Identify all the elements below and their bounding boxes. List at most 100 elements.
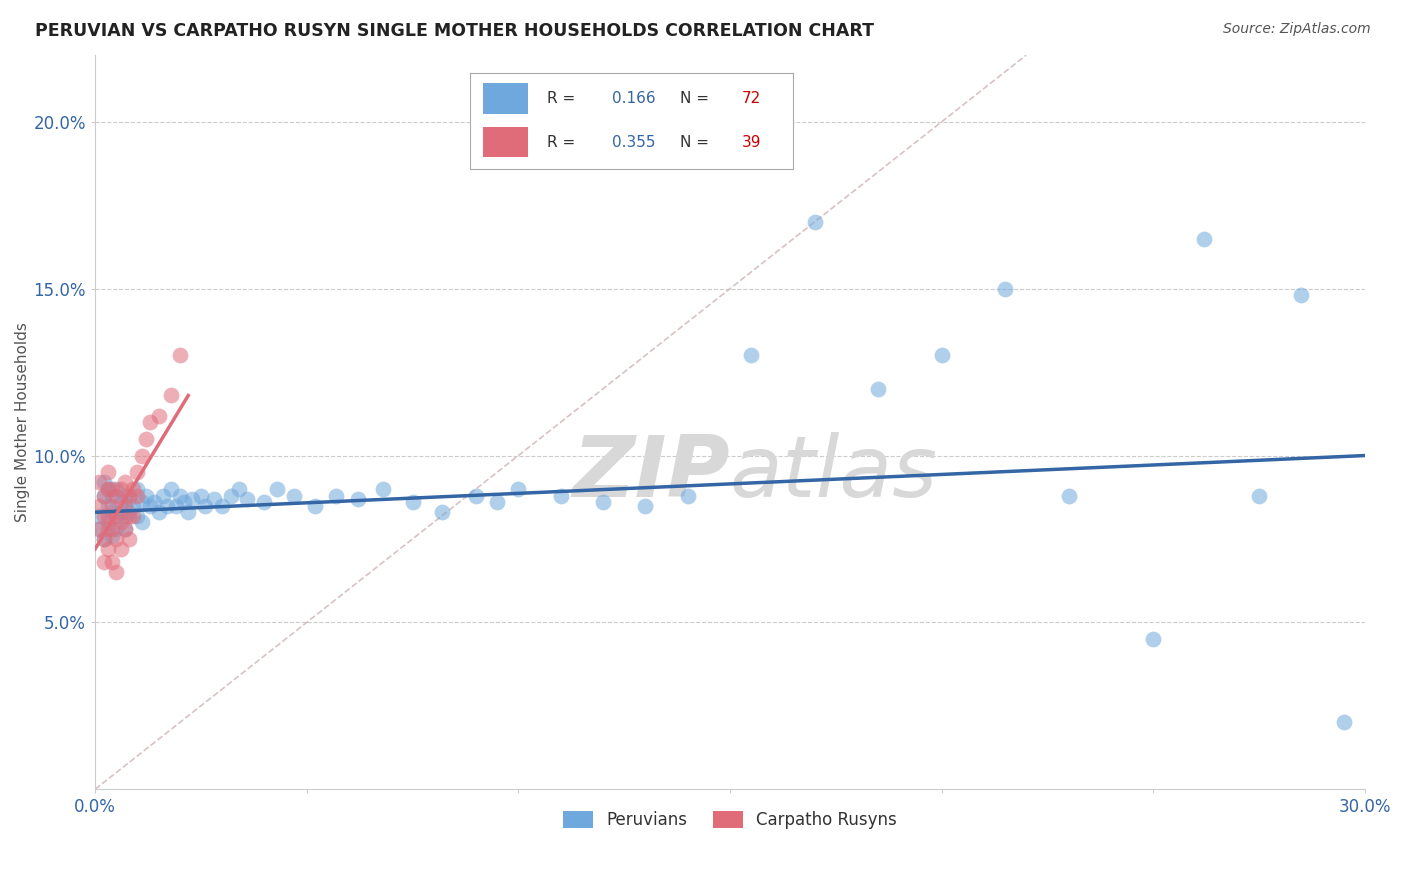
Point: [173, 495, 195, 509]
Point: [371, 482, 394, 496]
Point: [1247, 489, 1270, 503]
Point: [592, 495, 614, 509]
Point: [101, 482, 124, 496]
Point: [228, 482, 250, 496]
Text: ZIP: ZIP: [572, 432, 730, 515]
Point: [93, 532, 115, 546]
Text: Source: ZipAtlas.com: Source: ZipAtlas.com: [1223, 22, 1371, 37]
Point: [304, 499, 326, 513]
Point: [211, 499, 233, 513]
Point: [152, 489, 174, 503]
Point: [190, 489, 212, 503]
Point: [122, 482, 145, 496]
Point: [465, 489, 488, 503]
Point: [114, 499, 136, 513]
Point: [118, 505, 141, 519]
Point: [89, 508, 111, 523]
Point: [122, 499, 145, 513]
Point: [127, 508, 149, 523]
Point: [118, 532, 141, 546]
Point: [97, 499, 120, 513]
Legend: Peruvians, Carpatho Rusyns: Peruvians, Carpatho Rusyns: [557, 805, 903, 836]
Point: [89, 475, 111, 490]
Text: PERUVIAN VS CARPATHO RUSYN SINGLE MOTHER HOUSEHOLDS CORRELATION CHART: PERUVIAN VS CARPATHO RUSYN SINGLE MOTHER…: [35, 22, 875, 40]
Point: [127, 482, 149, 496]
Point: [401, 495, 423, 509]
Point: [105, 566, 128, 580]
Point: [89, 499, 111, 513]
Point: [101, 489, 124, 503]
Point: [105, 522, 128, 536]
Point: [118, 489, 141, 503]
Point: [156, 499, 179, 513]
Point: [169, 348, 191, 362]
Point: [97, 482, 120, 496]
Point: [253, 495, 276, 509]
Point: [148, 409, 170, 423]
Point: [93, 489, 115, 503]
Point: [93, 475, 115, 490]
Point: [236, 491, 259, 506]
Point: [93, 532, 115, 546]
Point: [676, 489, 699, 503]
Point: [101, 499, 124, 513]
Point: [868, 382, 890, 396]
Point: [101, 505, 124, 519]
Point: [97, 508, 120, 523]
Point: [89, 522, 111, 536]
Point: [93, 555, 115, 569]
Point: [803, 215, 825, 229]
Point: [89, 522, 111, 536]
Point: [114, 522, 136, 536]
Point: [931, 348, 953, 362]
Point: [1142, 632, 1164, 646]
Point: [139, 499, 162, 513]
Point: [105, 482, 128, 496]
Point: [110, 505, 132, 519]
Point: [114, 475, 136, 490]
Point: [994, 282, 1017, 296]
Point: [1291, 288, 1313, 302]
Point: [101, 555, 124, 569]
Point: [1333, 715, 1355, 730]
Point: [325, 489, 347, 503]
Point: [202, 491, 225, 506]
Point: [1192, 232, 1215, 246]
Point: [143, 495, 166, 509]
Point: [219, 489, 242, 503]
Point: [165, 499, 187, 513]
Point: [101, 522, 124, 536]
Point: [634, 499, 657, 513]
Point: [266, 482, 288, 496]
Point: [135, 489, 157, 503]
Point: [131, 516, 153, 530]
Point: [110, 516, 132, 530]
Point: [346, 491, 368, 506]
Y-axis label: Single Mother Households: Single Mother Households: [15, 322, 30, 522]
Point: [131, 495, 153, 509]
Point: [550, 489, 572, 503]
Point: [93, 489, 115, 503]
Point: [194, 499, 217, 513]
Point: [118, 491, 141, 506]
Point: [131, 449, 153, 463]
Point: [110, 495, 132, 509]
Point: [114, 522, 136, 536]
Point: [127, 489, 149, 503]
Point: [110, 541, 132, 556]
Point: [97, 522, 120, 536]
Point: [127, 465, 149, 479]
Point: [430, 505, 453, 519]
Point: [105, 508, 128, 523]
Point: [283, 489, 305, 503]
Point: [105, 508, 128, 523]
Point: [114, 508, 136, 523]
Point: [135, 432, 157, 446]
Point: [177, 505, 200, 519]
Point: [97, 465, 120, 479]
Point: [181, 491, 204, 506]
Point: [118, 508, 141, 523]
Point: [169, 489, 191, 503]
Point: [110, 482, 132, 496]
Point: [508, 482, 530, 496]
